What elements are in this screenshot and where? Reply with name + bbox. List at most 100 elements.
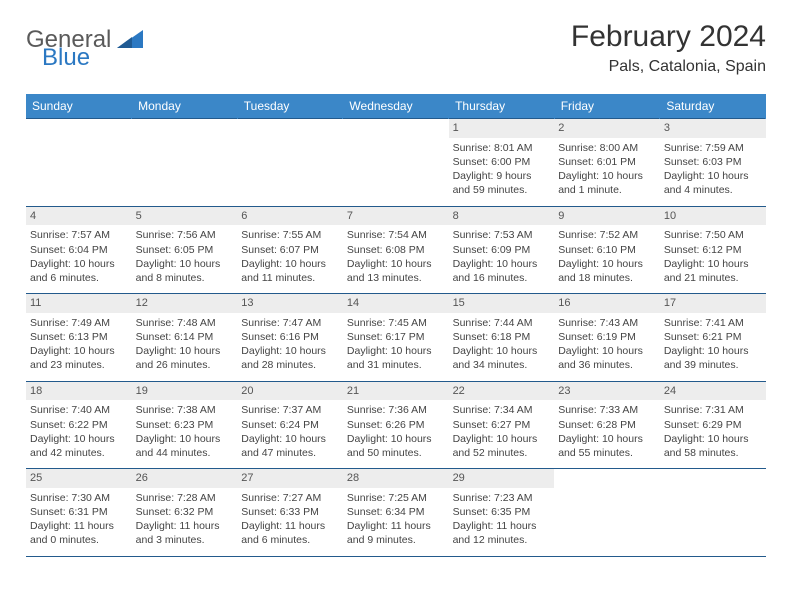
daylight-line: Daylight: 10 hours and 58 minutes. [664, 432, 762, 460]
sunset-line: Sunset: 6:08 PM [347, 243, 445, 257]
day-number: 28 [343, 469, 449, 488]
sunrise-line: Sunrise: 7:40 AM [30, 403, 128, 417]
sunrise-line: Sunrise: 7:57 AM [30, 228, 128, 242]
sunset-line: Sunset: 6:13 PM [30, 330, 128, 344]
sunrise-line: Sunrise: 7:28 AM [136, 491, 234, 505]
day-number: 5 [132, 207, 238, 226]
day-number: 9 [554, 207, 660, 226]
day-number: 15 [449, 294, 555, 313]
day-number: 13 [237, 294, 343, 313]
daylight-line: Daylight: 9 hours and 59 minutes. [453, 169, 551, 197]
sunrise-line: Sunrise: 7:30 AM [30, 491, 128, 505]
title-block: February 2024 Pals, Catalonia, Spain [571, 20, 766, 76]
sunrise-line: Sunrise: 7:53 AM [453, 228, 551, 242]
sunrise-line: Sunrise: 7:47 AM [241, 316, 339, 330]
weekday-header: Tuesday [237, 94, 343, 119]
day-number: 11 [26, 294, 132, 313]
sunset-line: Sunset: 6:14 PM [136, 330, 234, 344]
calendar-cell [132, 119, 238, 207]
calendar-cell: 25Sunrise: 7:30 AMSunset: 6:31 PMDayligh… [26, 469, 132, 557]
day-number: 18 [26, 382, 132, 401]
calendar-cell: 3Sunrise: 7:59 AMSunset: 6:03 PMDaylight… [660, 119, 766, 207]
day-number: 14 [343, 294, 449, 313]
weekday-header: Saturday [660, 94, 766, 119]
weekday-header: Sunday [26, 94, 132, 119]
day-number: 25 [26, 469, 132, 488]
sunset-line: Sunset: 6:19 PM [558, 330, 656, 344]
sunset-line: Sunset: 6:18 PM [453, 330, 551, 344]
day-number: 22 [449, 382, 555, 401]
brand-part2: Blue [42, 44, 90, 72]
daylight-line: Daylight: 10 hours and 55 minutes. [558, 432, 656, 460]
daylight-line: Daylight: 11 hours and 3 minutes. [136, 519, 234, 547]
day-number: 3 [660, 119, 766, 138]
calendar-cell: 9Sunrise: 7:52 AMSunset: 6:10 PMDaylight… [554, 206, 660, 294]
calendar-cell: 19Sunrise: 7:38 AMSunset: 6:23 PMDayligh… [132, 381, 238, 469]
daylight-line: Daylight: 10 hours and 28 minutes. [241, 344, 339, 372]
daylight-line: Daylight: 10 hours and 42 minutes. [30, 432, 128, 460]
calendar-cell: 4Sunrise: 7:57 AMSunset: 6:04 PMDaylight… [26, 206, 132, 294]
calendar-cell: 8 Sunrise: 7:53 AMSunset: 6:09 PMDaylight… [449, 206, 555, 294]
day-number: 23 [554, 382, 660, 401]
daylight-line: Daylight: 10 hours and 34 minutes. [453, 344, 551, 372]
daylight-line: Daylight: 10 hours and 23 minutes. [30, 344, 128, 372]
day-number: 6 [237, 207, 343, 226]
day-number: 21 [343, 382, 449, 401]
sunset-line: Sunset: 6:22 PM [30, 418, 128, 432]
calendar-cell: 26 Sunrise: 7:28 AMSunset: 6:32 PMDayligh… [132, 469, 238, 557]
calendar-cell: 20Sunrise: 7:37 AMSunset: 6:24 PMDayligh… [237, 381, 343, 469]
sunrise-line: Sunrise: 7:52 AM [558, 228, 656, 242]
day-number: 26 [132, 469, 238, 488]
sunset-line: Sunset: 6:32 PM [136, 505, 234, 519]
sunset-line: Sunset: 6:21 PM [664, 330, 762, 344]
day-number: 2 [554, 119, 660, 138]
calendar-row: 25Sunrise: 7:30 AMSunset: 6:31 PMDayligh… [26, 469, 766, 557]
daylight-line: Daylight: 10 hours and 39 minutes. [664, 344, 762, 372]
calendar-cell [237, 119, 343, 207]
daylight-line: Daylight: 10 hours and 21 minutes. [664, 257, 762, 285]
sunset-line: Sunset: 6:24 PM [241, 418, 339, 432]
sunrise-line: Sunrise: 7:54 AM [347, 228, 445, 242]
day-number: 16 [554, 294, 660, 313]
sunrise-line: Sunrise: 7:43 AM [558, 316, 656, 330]
sunset-line: Sunset: 6:07 PM [241, 243, 339, 257]
daylight-line: Daylight: 11 hours and 12 minutes. [453, 519, 551, 547]
calendar-cell: 29Sunrise: 7:23 AMSunset: 6:35 PMDayligh… [449, 469, 555, 557]
sunset-line: Sunset: 6:28 PM [558, 418, 656, 432]
calendar-row: 1Sunrise: 8:01 AMSunset: 6:00 PMDaylight… [26, 119, 766, 207]
calendar-cell [554, 469, 660, 557]
calendar-cell: 6Sunrise: 7:55 AMSunset: 6:07 PMDaylight… [237, 206, 343, 294]
day-number: 8 [449, 207, 555, 226]
daylight-line: Daylight: 10 hours and 16 minutes. [453, 257, 551, 285]
calendar-cell: 16 Sunrise: 7:43 AMSunset: 6:19 PMDayligh… [554, 294, 660, 382]
day-number: 10 [660, 207, 766, 226]
sunrise-line: Sunrise: 7:49 AM [30, 316, 128, 330]
sunrise-line: Sunrise: 7:41 AM [664, 316, 762, 330]
calendar-row: 18Sunrise: 7:40 AMSunset: 6:22 PMDayligh… [26, 381, 766, 469]
calendar-cell [343, 119, 449, 207]
sunset-line: Sunset: 6:10 PM [558, 243, 656, 257]
calendar-cell: 22Sunrise: 7:34 AMSunset: 6:27 PMDayligh… [449, 381, 555, 469]
sunset-line: Sunset: 6:01 PM [558, 155, 656, 169]
daylight-line: Daylight: 10 hours and 8 minutes. [136, 257, 234, 285]
day-number: 17 [660, 294, 766, 313]
page-title: February 2024 [571, 20, 766, 54]
sunset-line: Sunset: 6:09 PM [453, 243, 551, 257]
day-number: 20 [237, 382, 343, 401]
daylight-line: Daylight: 11 hours and 9 minutes. [347, 519, 445, 547]
sunrise-line: Sunrise: 7:59 AM [664, 141, 762, 155]
calendar-cell: 15Sunrise: 7:44 AMSunset: 6:18 PMDayligh… [449, 294, 555, 382]
daylight-line: Daylight: 10 hours and 26 minutes. [136, 344, 234, 372]
calendar-cell: 5 Sunrise: 7:56 AMSunset: 6:05 PMDaylight… [132, 206, 238, 294]
daylight-line: Daylight: 10 hours and 36 minutes. [558, 344, 656, 372]
calendar-cell: 23Sunrise: 7:33 AMSunset: 6:28 PMDayligh… [554, 381, 660, 469]
calendar-cell: 11 Sunrise: 7:49 AMSunset: 6:13 PMDayligh… [26, 294, 132, 382]
sunset-line: Sunset: 6:03 PM [664, 155, 762, 169]
weekday-header: Friday [554, 94, 660, 119]
sunset-line: Sunset: 6:05 PM [136, 243, 234, 257]
sunset-line: Sunset: 6:35 PM [453, 505, 551, 519]
calendar-cell: 2Sunrise: 8:00 AMSunset: 6:01 PMDaylight… [554, 119, 660, 207]
calendar-cell: 12Sunrise: 7:48 AMSunset: 6:14 PMDayligh… [132, 294, 238, 382]
calendar-cell: 13Sunrise: 7:47 AMSunset: 6:16 PMDayligh… [237, 294, 343, 382]
sunrise-line: Sunrise: 7:56 AM [136, 228, 234, 242]
